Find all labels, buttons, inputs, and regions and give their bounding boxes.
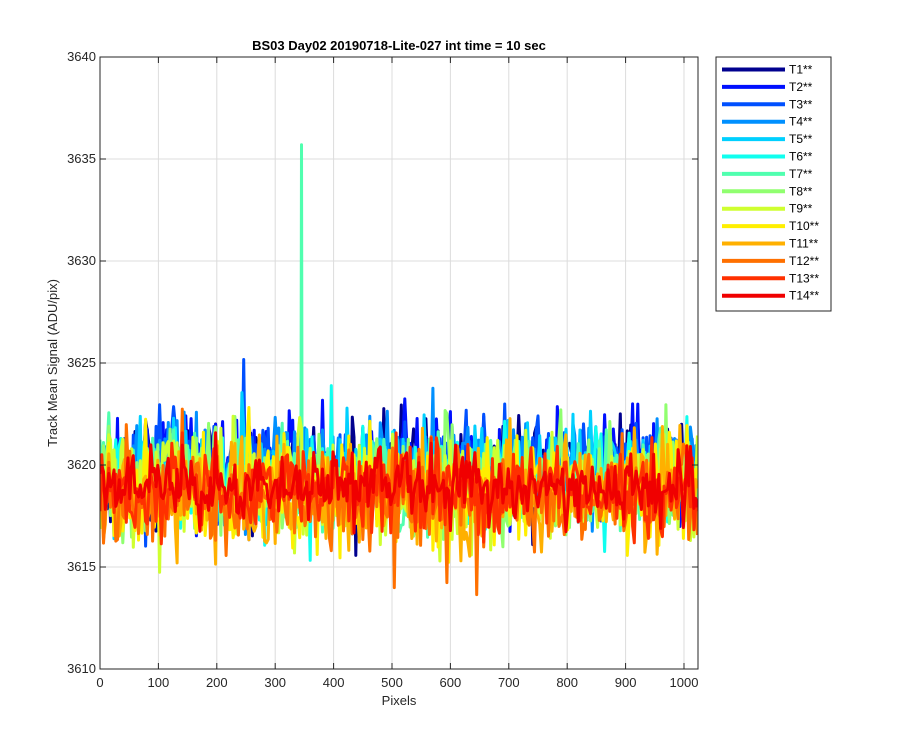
legend-label: T9** <box>789 202 813 216</box>
y-tick-label: 3610 <box>67 661 96 676</box>
legend-label: T14** <box>789 289 819 303</box>
x-tick-label: 1000 <box>670 675 699 690</box>
legend-label: T10** <box>789 219 819 233</box>
legend-label: T2** <box>789 80 813 94</box>
series-lines <box>100 143 698 597</box>
legend-label: T8** <box>789 184 813 198</box>
x-tick-label: 800 <box>556 675 578 690</box>
legend-label: T12** <box>789 254 819 268</box>
y-tick-label: 3625 <box>67 355 96 370</box>
y-tick-label: 3615 <box>67 559 96 574</box>
x-tick-label: 600 <box>440 675 462 690</box>
legend-label: T6** <box>789 150 813 164</box>
axis-ticks: 0 100 200 300 400 500 600 700 800 900 1000 3610 3615… <box>67 49 698 690</box>
legend: T1** T2** T3** T4** T5** T6** T7** T8** T9** T10*… <box>715 56 832 312</box>
legend-label: T1** <box>789 63 813 77</box>
legend-label: T11** <box>789 237 818 251</box>
x-tick-label: 0 <box>96 675 103 690</box>
y-tick-label: 3620 <box>67 457 96 472</box>
y-axis-title: Track Mean Signal (ADU/pix) <box>45 279 60 447</box>
x-tick-label: 100 <box>148 675 170 690</box>
x-tick-label: 400 <box>323 675 345 690</box>
y-tick-label: 3640 <box>67 49 96 64</box>
y-tick-label: 3635 <box>67 151 96 166</box>
legend-label: T5** <box>789 132 813 146</box>
y-tick-label: 3630 <box>67 253 96 268</box>
x-tick-label: 500 <box>381 675 403 690</box>
x-tick-label: 200 <box>206 675 228 690</box>
x-tick-label: 700 <box>498 675 520 690</box>
legend-box <box>715 56 832 312</box>
chart-title: BS03 Day02 20190718-Lite-027 int time = … <box>252 38 546 53</box>
legend-label: T13** <box>789 271 819 285</box>
x-axis-title: Pixels <box>382 693 417 708</box>
legend-label: T4** <box>789 115 813 129</box>
legend-label: T7** <box>789 167 813 181</box>
legend-label: T3** <box>789 97 813 111</box>
series-line-t14 <box>100 431 698 535</box>
x-tick-label: 300 <box>264 675 286 690</box>
x-tick-label: 900 <box>615 675 637 690</box>
